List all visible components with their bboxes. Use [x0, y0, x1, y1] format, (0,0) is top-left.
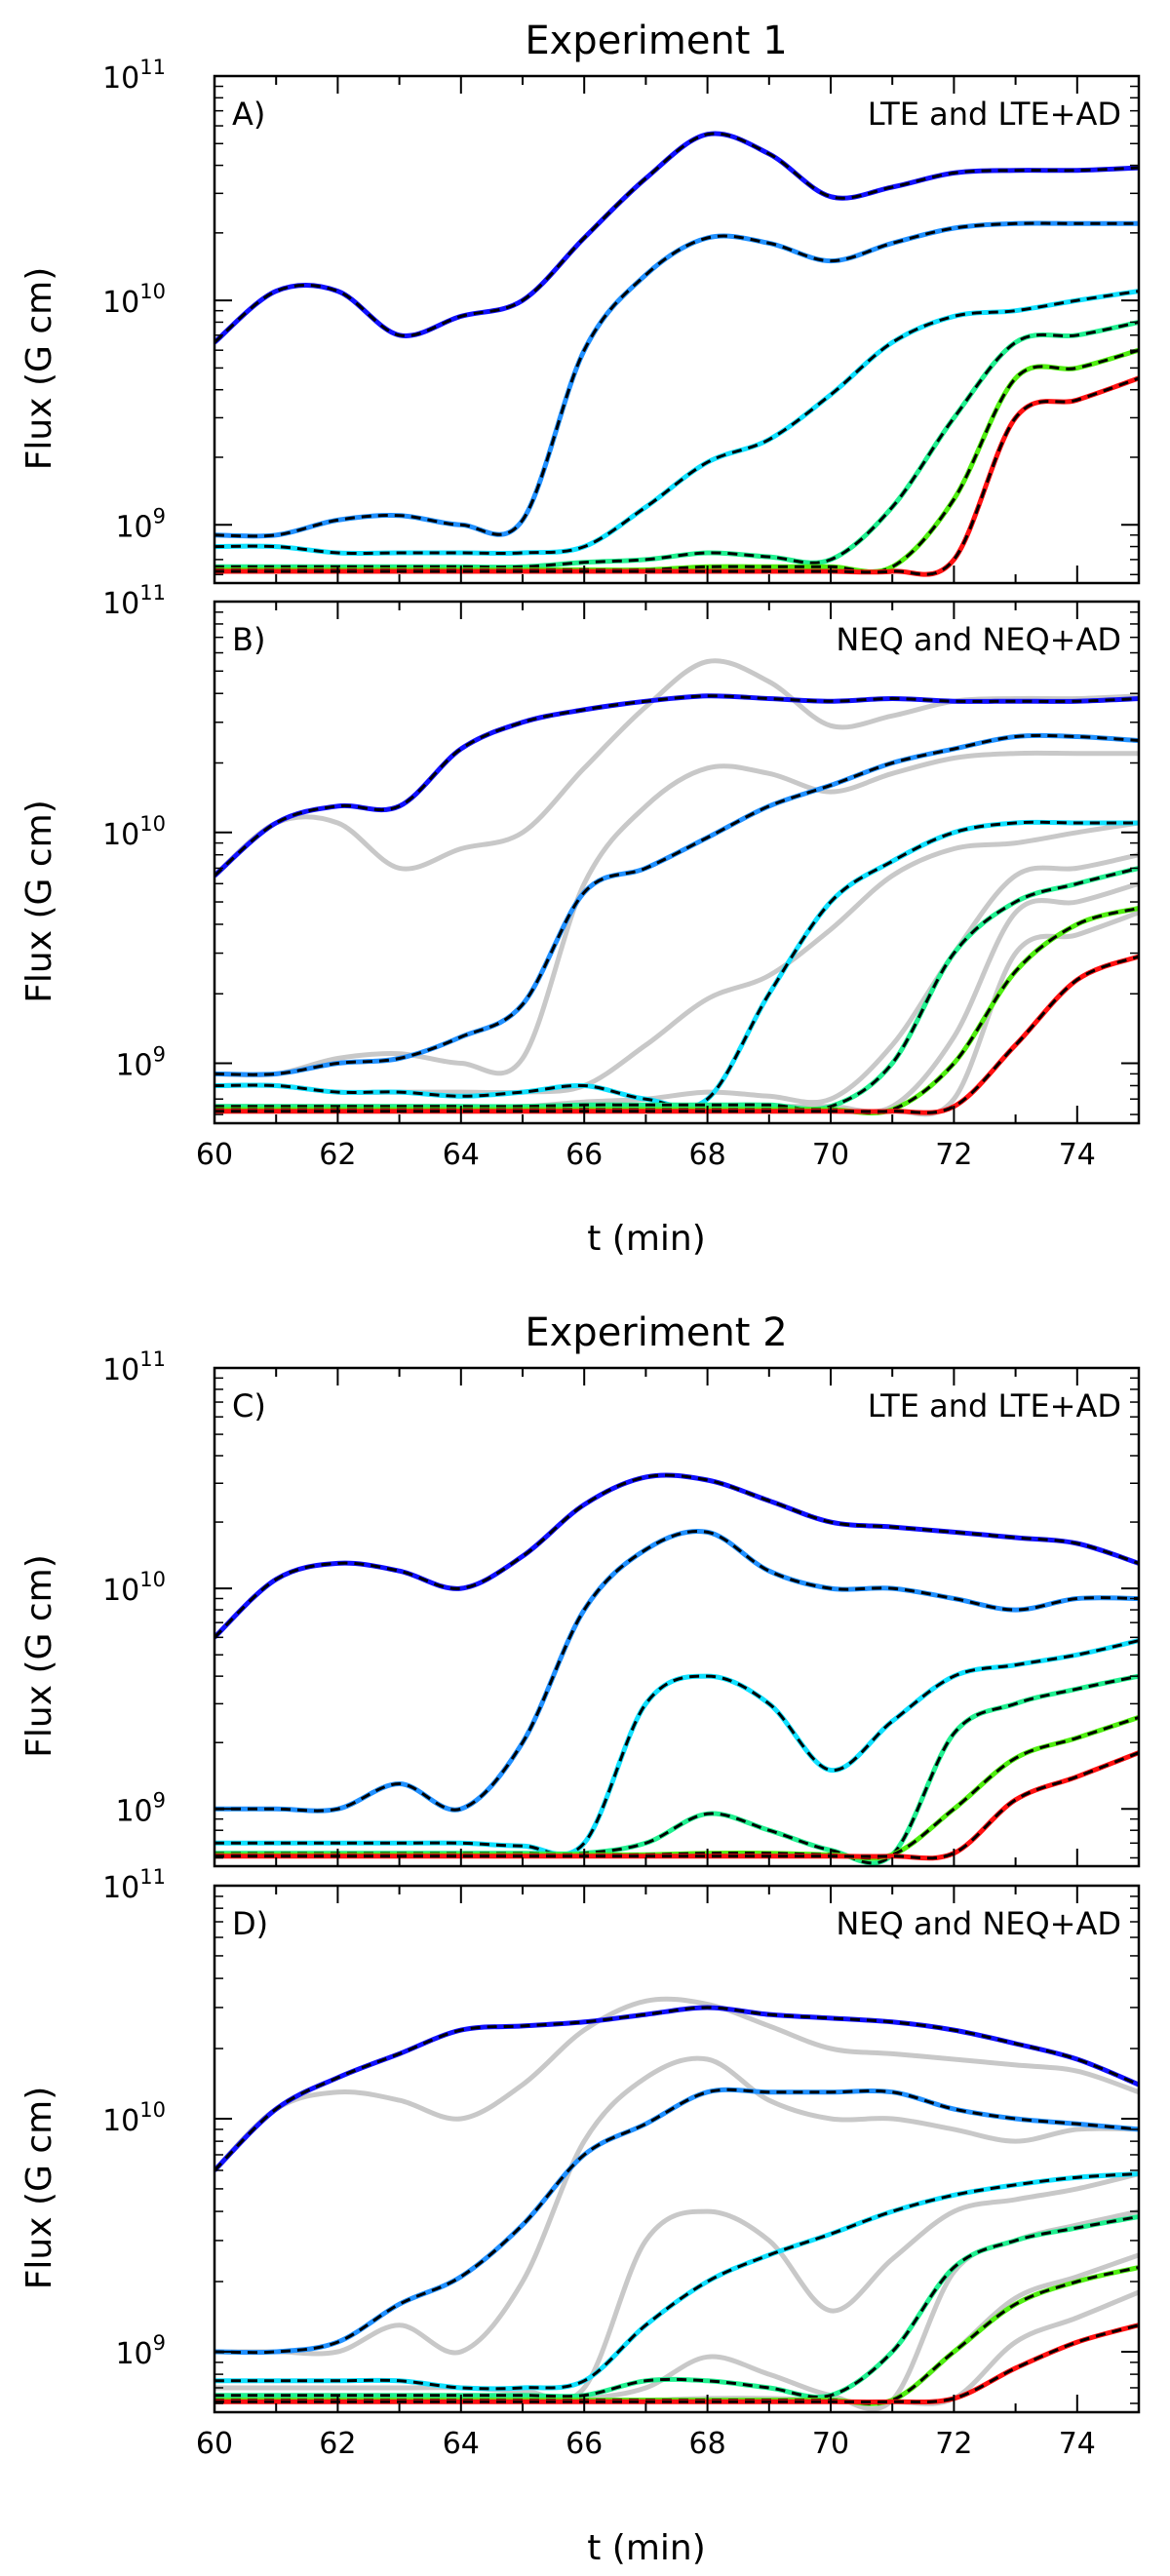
panel-annotation: NEQ and NEQ+AD: [836, 1905, 1121, 1942]
reference-line-cyan: [214, 820, 1139, 1096]
reference-line-cyan: [214, 2171, 1139, 2402]
series-dashed-azure: [214, 2088, 1139, 2355]
x-tick-label: 64: [443, 2427, 480, 2461]
plot-frame: [213, 74, 1141, 585]
series-dashed-azure: [214, 733, 1139, 1076]
y-tick-label: 1011: [102, 581, 166, 621]
panel-annotation: LTE and LTE+AD: [868, 1387, 1121, 1425]
x-axis-label-bottom: t (min): [587, 2528, 706, 2568]
x-tick-label: 68: [689, 2427, 726, 2461]
x-tick-label: 70: [812, 1138, 849, 1172]
x-tick-label: 72: [935, 2427, 972, 2461]
y-axis-label: Flux (G cm): [20, 1554, 59, 1758]
panel-annotation: LTE and LTE+AD: [868, 96, 1121, 133]
series-dashed-cyan: [214, 820, 1139, 1110]
panel-label: D): [232, 1905, 268, 1942]
series-dashed-cyan: [214, 290, 1139, 555]
series-dashed-green: [214, 1715, 1139, 1860]
plot-area: [214, 131, 1139, 577]
title-experiment-1: Experiment 1: [525, 19, 787, 63]
x-tick-label: 66: [566, 2427, 603, 2461]
panel-c: 1011 1010 109 Flux (G cm) C) LTE and LTE+AD: [20, 1347, 1141, 1868]
plot-frame: [213, 1884, 1141, 2414]
series-dashed-blue: [214, 1473, 1139, 1639]
series-dashed-azure: [214, 1530, 1139, 1813]
x-tick-label: 64: [443, 1138, 480, 1172]
panel-b: 60 62 64 66 68 70 72 74 1011 1010 109 Flux (G cm) B)…: [20, 581, 1141, 1172]
y-tick-label: 109: [115, 1043, 166, 1083]
series-dashed-cyan: [214, 2172, 1139, 2391]
series-dashed-red: [214, 376, 1139, 576]
series-dashed-blue: [214, 694, 1139, 878]
x-tick-label: 74: [1059, 1138, 1096, 1172]
series-dashed-spring: [214, 320, 1139, 569]
reference-line-blue: [214, 1996, 1139, 2172]
x-tick-label: 68: [689, 1138, 726, 1172]
y-tick-label: 109: [115, 1788, 166, 1828]
x-tick-label: 60: [196, 1138, 233, 1172]
x-tick-label: 62: [319, 1138, 356, 1172]
series-dashed-red: [214, 1751, 1139, 1860]
series-dashed-cyan: [214, 1639, 1139, 1856]
reference-line-azure: [214, 2055, 1139, 2357]
plot-frame: [213, 1366, 1141, 1868]
plot-area: [214, 1472, 1139, 1866]
panel-label: B): [232, 621, 265, 658]
panel-a: 1011 1010 109 Flux (G cm) A) LTE and LTE+AD: [20, 56, 1141, 585]
y-axis-label: Flux (G cm): [20, 267, 59, 471]
reference-line-green: [214, 880, 1139, 1114]
reference-line-red: [214, 910, 1139, 1117]
series-dashed-red: [214, 2323, 1139, 2404]
panel-d: 60 62 64 66 68 70 72 74 1011 1010 109 Flux (G cm) D)…: [20, 1865, 1141, 2461]
plot-area: [214, 658, 1139, 1117]
series-line-cyan: [214, 289, 1139, 556]
series-dashed-red: [214, 955, 1139, 1114]
y-tick-label: 1011: [102, 56, 166, 96]
panel-label: C): [232, 1387, 266, 1425]
series-dashed-spring: [214, 866, 1139, 1112]
y-tick-label: 109: [115, 2331, 166, 2371]
plot-area: [214, 1996, 1139, 2412]
x-tick-label: 70: [812, 2427, 849, 2461]
y-tick-label: 1010: [102, 2098, 166, 2138]
x-tick-label: 74: [1059, 2427, 1096, 2461]
y-tick-label: 1010: [102, 1568, 166, 1608]
y-axis-label: Flux (G cm): [20, 2087, 59, 2290]
series-line-blue: [214, 1472, 1139, 1640]
x-axis-label-top: t (min): [587, 1219, 706, 1259]
series-line-blue: [214, 693, 1139, 878]
series-line-green: [214, 347, 1139, 574]
title-experiment-2: Experiment 2: [525, 1310, 787, 1355]
series-line-blue: [214, 2005, 1139, 2172]
panel-label: A): [232, 96, 265, 133]
panel-annotation: NEQ and NEQ+AD: [836, 621, 1121, 658]
x-tick-label: 66: [566, 1138, 603, 1172]
series-line-cyan: [214, 1638, 1139, 1857]
x-tick-label: 60: [196, 2427, 233, 2461]
y-tick-label: 1010: [102, 812, 166, 852]
y-axis-label: Flux (G cm): [20, 800, 59, 1003]
series-dashed-blue: [214, 2006, 1139, 2172]
y-tick-label: 1011: [102, 1347, 166, 1387]
series-dashed-blue: [214, 132, 1139, 344]
y-tick-label: 1011: [102, 1865, 166, 1905]
y-tick-label: 1010: [102, 280, 166, 320]
series-dashed-azure: [214, 221, 1139, 538]
series-line-azure: [214, 220, 1139, 539]
plot-frame: [213, 600, 1141, 1125]
series-line-red: [214, 375, 1139, 577]
series-line-spring: [214, 2213, 1139, 2400]
reference-line-azure: [214, 750, 1139, 1078]
series-line-green: [214, 1715, 1139, 1861]
y-tick-label: 109: [115, 504, 166, 544]
x-tick-label: 62: [319, 2427, 356, 2461]
x-tick-label: 72: [935, 1138, 972, 1172]
series-dashed-green: [214, 348, 1139, 573]
